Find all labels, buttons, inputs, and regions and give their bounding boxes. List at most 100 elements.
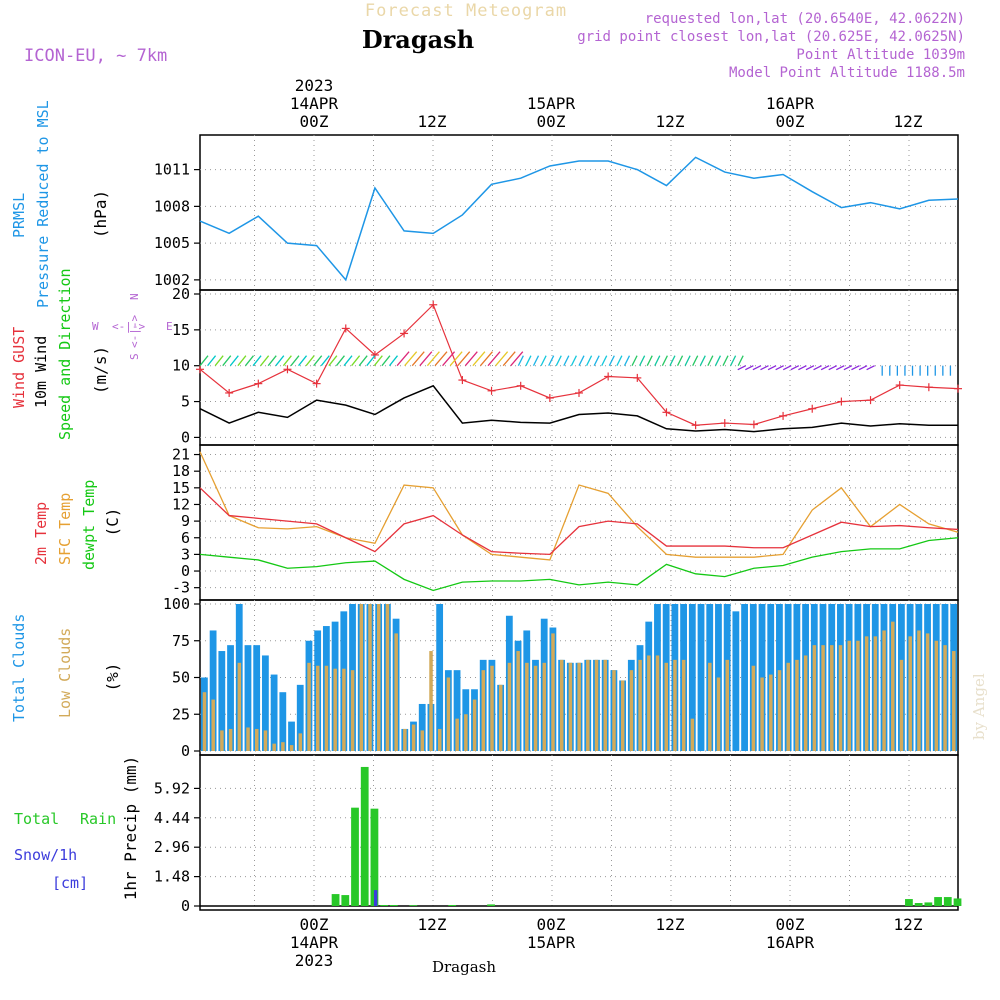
wind-dir-label: Speed and Direction — [56, 268, 74, 440]
wind-direction-arrow — [472, 351, 486, 367]
total-cloud-bar — [436, 604, 444, 751]
precip-ytick-label: 4.44 — [154, 809, 190, 827]
wind-direction-arrow — [419, 351, 433, 367]
low-cloud-bar — [673, 659, 677, 751]
wind-direction-arrow — [646, 355, 653, 366]
total-cloud-bar — [227, 645, 234, 751]
total-cloud-bar — [218, 651, 226, 751]
wind-direction-arrow — [252, 355, 262, 367]
top-date-2: 15APR — [527, 94, 576, 113]
wind-direction-arrow — [267, 355, 277, 367]
wind-direction-arrow — [479, 351, 493, 367]
total-cloud-bar — [741, 604, 748, 751]
temperature-ytick-label: -3 — [172, 579, 190, 597]
model-altitude: Model Point Altitude 1188.5m — [729, 65, 965, 81]
wind-direction-arrow — [495, 351, 509, 367]
low-cloud-bar — [847, 640, 851, 751]
low-cloud-bar — [830, 645, 834, 751]
low-cloud-bar — [681, 659, 686, 751]
top-year: 2023 — [295, 76, 334, 95]
total-cloud-bar — [261, 655, 269, 751]
low-cloud-bar — [498, 684, 503, 751]
watermark: by Angel — [970, 673, 988, 740]
pressure-left-labels: PRMSL Pressure Reduced to MSL (hPa) — [10, 100, 110, 308]
wind-direction-arrow — [608, 355, 615, 366]
pressure-ytick-label: 1008 — [154, 197, 190, 215]
wind-direction-arrow — [813, 365, 822, 371]
wind-direction-arrow — [237, 355, 247, 367]
wind-direction-arrow — [737, 355, 744, 366]
low-cloud-bar — [638, 659, 642, 751]
low-cloud-bar — [777, 670, 782, 751]
low-cloud-bar — [281, 742, 285, 751]
total-cloud-bar — [296, 684, 304, 751]
wind-direction-arrow — [593, 355, 600, 366]
wind-direction-arrow — [404, 351, 418, 367]
rain-bar — [409, 905, 418, 906]
temperature-ytick-label: 6 — [181, 529, 190, 547]
prmsl-label: PRMSL — [10, 193, 28, 238]
clouds-ytick-label: 75 — [172, 632, 190, 650]
bottom-date-3: 16APR — [766, 933, 815, 952]
low-cloud-bar — [899, 659, 904, 751]
low-cloud-bar — [385, 604, 390, 751]
low-cloud-bar — [655, 655, 660, 751]
low-cloud-bar — [795, 659, 799, 751]
low-cloud-bar — [316, 665, 320, 751]
wind-direction-arrow — [464, 351, 478, 367]
wind-direction-arrow — [222, 355, 232, 367]
clouds-ytick-label: 25 — [172, 705, 190, 723]
bottom-caption: Dragash — [432, 958, 496, 976]
wind-direction-arrow — [866, 365, 875, 371]
rain-bar — [351, 807, 359, 906]
wind-direction-arrow — [775, 365, 784, 371]
bottom-tick-1: 00Z — [300, 915, 329, 934]
low-cloud-bar — [359, 604, 364, 751]
bottom-tick-5: 00Z — [776, 915, 805, 934]
low-cloud-bar — [429, 651, 433, 751]
wind-gust-label: Wind GUST — [10, 327, 28, 408]
wind-direction-arrow — [555, 355, 562, 366]
wind-direction-arrow — [760, 365, 769, 371]
low-cloud-bar — [246, 727, 250, 751]
wind-direction-arrow — [343, 355, 353, 367]
wind-direction-arrow — [328, 355, 338, 367]
low-cloud-bar — [821, 645, 825, 751]
wind-ytick-label: 0 — [181, 428, 190, 446]
snow-bar — [373, 890, 378, 906]
wind-direction-arrow — [381, 355, 391, 367]
total-cloud-bar — [697, 604, 705, 751]
low-cloud-bar — [324, 665, 329, 751]
low-cloud-bar — [368, 604, 372, 751]
low-cloud-bar — [211, 699, 215, 751]
low-cloud-bar — [751, 665, 756, 751]
wind-direction-arrow — [540, 355, 547, 366]
bottom-tick-6: 12Z — [894, 915, 923, 934]
wind-10m-label: 10m Wind — [32, 336, 50, 408]
compass-south: S — [128, 353, 141, 360]
low-cloud-bar — [403, 728, 407, 751]
low-cloud-bar — [420, 730, 425, 751]
wind-direction-arrow — [578, 355, 585, 366]
wind-direction-arrow — [426, 351, 440, 367]
wind-ytick-label: 10 — [172, 357, 190, 375]
low-cloud-bar — [464, 714, 468, 751]
low-cloud-bar — [769, 674, 773, 751]
wind-direction-arrow — [229, 355, 239, 367]
wind-direction-arrow — [517, 355, 524, 366]
low-cloud-bar — [708, 662, 712, 751]
low-cloud-bar — [307, 662, 311, 751]
temperature-ytick-label: 21 — [172, 446, 190, 464]
wind-direction-arrow — [836, 365, 845, 371]
bottom-tick-3: 00Z — [537, 915, 566, 934]
low-cloud-bar — [725, 659, 729, 751]
total-cloud-bar — [418, 703, 426, 751]
wind-direction-arrow — [601, 355, 608, 366]
wind-left-labels: Wind GUST 10m Wind Speed and Direction (… — [10, 268, 173, 440]
wind-direction-arrow — [737, 365, 747, 371]
dew-label: dewpt Temp — [80, 480, 98, 570]
pressure-panel — [199, 134, 959, 291]
pressure-ytick-label: 1002 — [154, 271, 190, 289]
wind-direction-arrow — [767, 365, 777, 371]
rain-bar — [331, 894, 340, 906]
